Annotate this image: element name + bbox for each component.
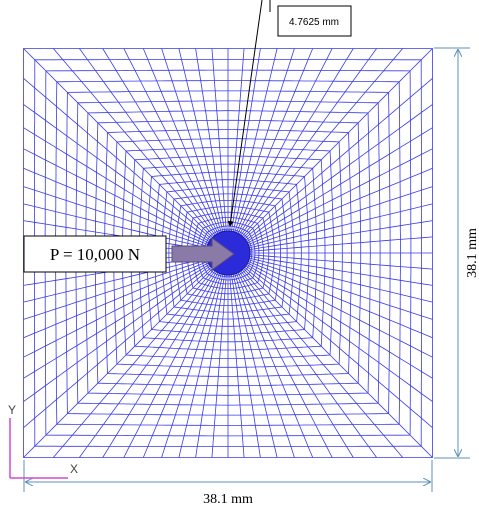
hole-label: 4.7625 mm	[289, 17, 339, 28]
mesh-line	[24, 269, 213, 458]
x-axis-label: X	[70, 462, 78, 476]
mesh-line	[24, 104, 211, 240]
mesh-line	[247, 265, 433, 379]
mesh-line	[249, 204, 432, 248]
mesh-line	[212, 275, 226, 458]
mesh-line	[230, 275, 244, 458]
mesh-line	[250, 256, 433, 285]
mesh-line	[24, 128, 210, 242]
mesh-line	[24, 265, 210, 379]
mesh-line	[233, 274, 277, 457]
mesh-line	[250, 255, 433, 269]
mesh-line	[231, 49, 260, 232]
mesh-line	[179, 49, 223, 232]
mesh-line	[231, 275, 260, 458]
mesh-line	[250, 237, 433, 251]
mesh-line	[244, 49, 433, 238]
mesh-line	[179, 274, 223, 457]
height-label: 38.1 mm	[465, 228, 479, 278]
mesh-line	[103, 272, 217, 458]
mesh-line	[240, 49, 354, 235]
mesh-line	[196, 49, 225, 232]
mesh-line	[196, 275, 225, 458]
y-axis-label: Y	[8, 403, 16, 417]
mesh-line	[212, 49, 226, 232]
mesh-line	[244, 269, 433, 458]
mesh-line	[250, 221, 433, 250]
mesh-line	[79, 271, 215, 458]
mesh-line	[103, 49, 217, 235]
mesh-line	[241, 271, 377, 458]
width-label: 38.1 mm	[203, 492, 253, 507]
leader-line	[230, 0, 262, 226]
mesh-line	[24, 49, 213, 238]
mesh-line	[247, 128, 433, 242]
mesh-line	[249, 258, 432, 302]
diagram: 4.7625 mm P = 10,000 N 38.1 mm 38.1 mm Y…	[0, 0, 479, 510]
mesh-line	[233, 49, 277, 232]
mesh-line	[79, 49, 215, 236]
load-label: P = 10,000 N	[50, 245, 140, 264]
mesh-line	[246, 104, 433, 240]
mesh-line	[240, 272, 354, 458]
mesh-line	[246, 266, 433, 402]
mesh-line	[241, 49, 377, 236]
mesh-line	[24, 266, 211, 402]
